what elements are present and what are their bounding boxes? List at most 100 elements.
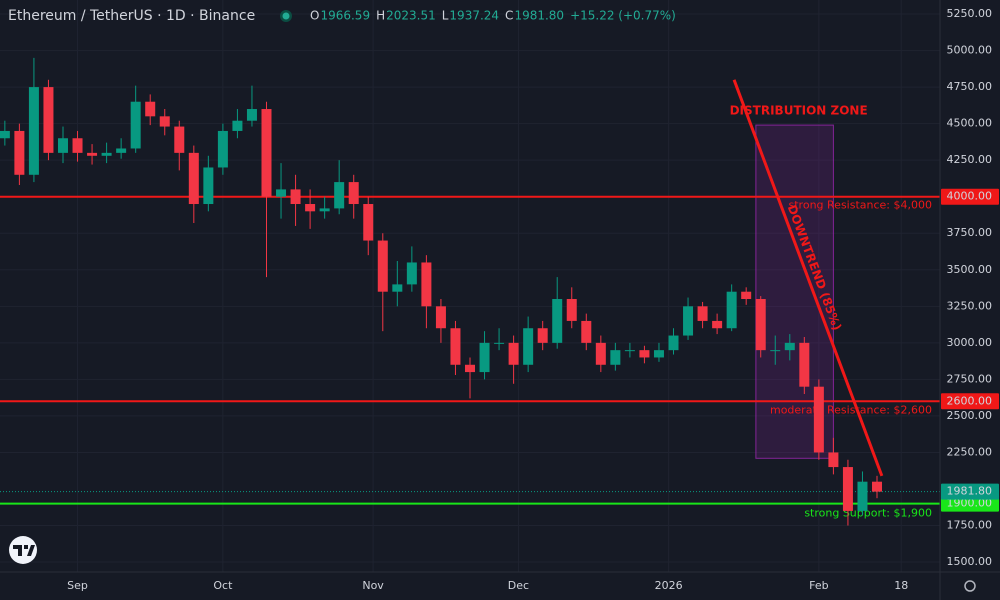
y-tick-label: 1750.00 [947, 519, 993, 532]
candle-body [799, 342, 810, 387]
ohlc-key: L [442, 9, 449, 23]
candle-body [14, 130, 25, 175]
candle-body [246, 109, 257, 121]
candle-body [610, 350, 621, 365]
symbol: Ethereum / TetherUS · 1D · Binance [8, 8, 255, 24]
y-tick-label: 4250.00 [947, 153, 993, 166]
candle-body [261, 109, 272, 197]
candle-body [116, 148, 127, 153]
candle-body [188, 152, 199, 205]
candle-body [508, 342, 519, 365]
trendline [732, 79, 884, 477]
candle-body [334, 182, 345, 209]
candle-body [537, 328, 548, 343]
status-dot [282, 12, 290, 20]
y-tick-label: 3000.00 [947, 336, 993, 349]
candle-body [595, 342, 606, 365]
y-tick-label: 5250.00 [947, 7, 993, 20]
price-box [941, 393, 999, 410]
candle-body [290, 189, 301, 205]
y-tick-label: 4750.00 [947, 80, 993, 93]
candle-body [697, 306, 708, 321]
candle-body [101, 152, 112, 156]
candle-body [741, 291, 752, 300]
candle-body [450, 328, 461, 365]
y-tick-label: 3250.00 [947, 299, 993, 312]
level-text: strong Support: $1,900 [804, 507, 932, 520]
candle-body [552, 299, 563, 343]
y-tick-label: 1500.00 [947, 555, 993, 568]
candle-body [842, 467, 853, 511]
change: +15.22 (+0.77%) [570, 9, 676, 23]
x-tick-label: 18 [894, 579, 908, 592]
level-text: strong Resistance: $4,000 [789, 199, 932, 212]
candle-body [828, 452, 839, 468]
x-tick-label: Nov [362, 579, 384, 592]
candle-body [523, 328, 534, 365]
ohlc-value: 1981.80 [514, 9, 564, 23]
settings-icon[interactable] [964, 580, 976, 592]
candle-body [392, 284, 403, 292]
candle-body [581, 320, 592, 343]
candle-body [130, 101, 141, 149]
candle-body [174, 126, 185, 153]
candle-body [624, 350, 635, 352]
candle-body [872, 481, 883, 492]
zone-label: DISTRIBUTION ZONE [730, 104, 868, 118]
candle-body [755, 299, 766, 351]
settings-gear[interactable] [964, 580, 976, 592]
candle-body [363, 204, 374, 241]
x-tick-label: 2026 [655, 579, 683, 592]
candle-body [566, 299, 577, 321]
y-tick-label: 2250.00 [947, 445, 993, 458]
candle-body [435, 306, 446, 329]
y-tick-label: 3500.00 [947, 263, 993, 276]
candle-body [87, 152, 98, 156]
tv-logo [9, 536, 37, 564]
price-box-label: 2600.00 [947, 394, 993, 407]
candle-body [421, 262, 432, 307]
candle-body [377, 240, 388, 292]
price-box [941, 483, 999, 500]
x-tick-label: Dec [508, 579, 529, 592]
candle-body [406, 262, 417, 285]
axes: 5250.00 5000.00 4750.00 4500.00 4250.00 3750.… [67, 7, 999, 592]
candle-body [494, 342, 505, 344]
candle-body [43, 87, 54, 153]
candle-body [72, 138, 83, 153]
logo-badge [9, 536, 37, 564]
candle-body [217, 130, 228, 168]
candle-body [28, 87, 39, 175]
candle-body [726, 291, 737, 329]
candle-body [348, 182, 359, 205]
candle-body [668, 335, 679, 351]
y-tick-label: 4500.00 [947, 117, 993, 130]
ohlc-key: C [505, 9, 513, 23]
x-tick-label: Sep [67, 579, 88, 592]
candle-body [0, 130, 10, 139]
ohlc-key: H [376, 9, 385, 23]
candle-body [145, 101, 156, 117]
ohlc-value: 1937.24 [449, 9, 499, 23]
candle-body [813, 386, 824, 453]
x-tick-label: Feb [809, 579, 828, 592]
y-tick-label: 5000.00 [947, 44, 993, 57]
legend-header: Ethereum / TetherUS · 1D · Binance O 1966… [8, 8, 676, 24]
ohlc-value: 2023.51 [386, 9, 436, 23]
candle-body [203, 167, 214, 205]
candle-body [479, 342, 490, 373]
candle-body [465, 364, 475, 373]
y-tick-label: 2750.00 [947, 372, 993, 385]
candle-body [639, 350, 650, 358]
y-tick-label: 3750.00 [947, 226, 993, 239]
candle-body [57, 138, 68, 153]
candle-body [232, 120, 243, 131]
candle-body [319, 208, 330, 212]
price-box-label: 1981.80 [947, 485, 993, 498]
price-box-label: 1900.00 [947, 497, 993, 510]
candle-body [770, 350, 781, 352]
candle-body [784, 342, 795, 351]
candle-body [683, 306, 694, 336]
price-box-label: 4000.00 [947, 190, 993, 203]
